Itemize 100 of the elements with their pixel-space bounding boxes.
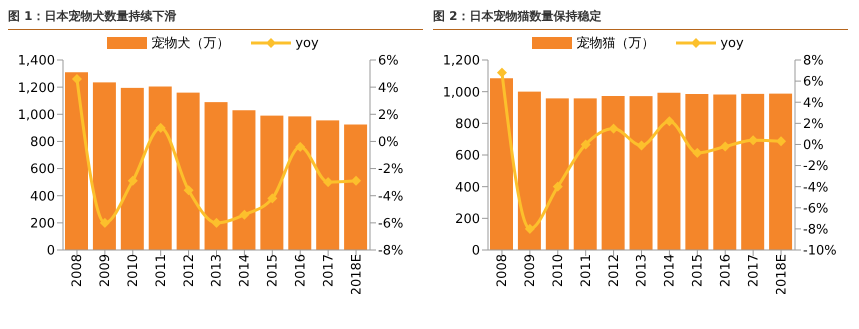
legend-label: yoy <box>720 36 744 50</box>
bar <box>260 116 284 250</box>
y-tick-label: 600 <box>455 148 480 164</box>
bar <box>176 92 200 250</box>
chart-title: 图 2：日本宠物猫数量保持稳定 <box>433 8 848 30</box>
point <box>323 177 334 188</box>
point <box>212 218 222 228</box>
x-tick-label: 2017 <box>746 254 762 288</box>
point <box>580 139 591 150</box>
point <box>156 122 166 133</box>
bar <box>204 102 228 250</box>
x-tick-label: 2017 <box>321 254 336 288</box>
point <box>776 136 786 146</box>
point <box>184 185 194 196</box>
y2-tick-label: -6% <box>803 201 828 216</box>
y2-tick-label: -8% <box>803 222 828 238</box>
bar <box>630 96 653 250</box>
y-tick-label: 1,200 <box>18 80 55 96</box>
bar <box>546 98 569 250</box>
bar <box>120 88 144 250</box>
y-tick-label: 400 <box>30 189 55 204</box>
legend-label: yoy <box>295 36 319 50</box>
bar <box>92 82 116 250</box>
bar <box>344 124 368 250</box>
chart-title: 图 1：日本宠物犬数量持续下滑 <box>8 8 423 30</box>
y2-tick-label: 6% <box>803 74 824 90</box>
y-tick-label: 400 <box>455 180 480 196</box>
y-tick-label: 1,200 <box>442 54 480 69</box>
x-tick-label: 2018E <box>349 254 364 296</box>
x-tick-label: 2015 <box>266 254 281 288</box>
bar <box>316 120 340 250</box>
x-tick-label: 2010 <box>551 254 566 288</box>
bar <box>232 110 256 250</box>
y2-tick-label: -4% <box>803 180 828 196</box>
x-tick-label: 2008 <box>70 254 86 288</box>
y2-tick-label: 0% <box>803 138 824 154</box>
y2-tick-label: -6% <box>378 216 404 232</box>
x-tick-label: 2012 <box>182 254 197 288</box>
x-tick-label: 2014 <box>662 254 678 288</box>
y-tick-label: 200 <box>30 216 55 232</box>
point <box>748 135 758 146</box>
x-tick-label: 2010 <box>126 254 142 288</box>
x-tick-label: 2008 <box>495 254 510 288</box>
bar <box>518 92 541 250</box>
x-tick-label: 2009 <box>98 254 114 288</box>
bar <box>65 72 88 250</box>
legend-label: 宠物犬（万） <box>151 35 230 52</box>
y2-tick-label: 2% <box>803 116 824 132</box>
point <box>351 176 362 186</box>
x-tick-label: 2011 <box>154 254 169 288</box>
y-tick-label: 600 <box>30 162 55 178</box>
bar <box>490 78 513 250</box>
x-tick-label: 2016 <box>718 254 734 288</box>
point <box>100 218 110 228</box>
bar <box>657 92 680 250</box>
y2-tick-label: -2% <box>378 162 404 178</box>
point <box>664 116 674 126</box>
point <box>239 210 250 220</box>
point <box>524 224 535 234</box>
point <box>552 182 563 192</box>
bar <box>148 86 172 250</box>
x-tick-label: 2018E <box>774 254 790 296</box>
y2-tick-label: 2% <box>378 108 399 123</box>
y-tick-label: 1,400 <box>18 54 55 69</box>
x-tick-label: 2009 <box>523 254 538 288</box>
point <box>295 142 306 152</box>
y-tick-label: 1,000 <box>442 85 480 100</box>
point <box>496 68 507 78</box>
bar <box>602 96 625 250</box>
point <box>692 148 702 158</box>
y2-tick-label: 4% <box>803 96 824 111</box>
y2-tick-label: -10% <box>803 244 837 259</box>
bar <box>769 94 792 250</box>
bar <box>574 98 597 250</box>
x-tick-label: 2013 <box>210 254 225 288</box>
y2-tick-label: 0% <box>378 135 399 150</box>
point <box>720 142 730 152</box>
point <box>267 193 278 204</box>
x-tick-label: 2013 <box>634 254 650 288</box>
point <box>72 74 82 84</box>
x-tick-label: 2015 <box>690 254 706 288</box>
y2-tick-label: -8% <box>378 244 404 259</box>
y2-tick-label: 6% <box>378 54 399 69</box>
x-tick-label: 2012 <box>606 254 622 288</box>
y-tick-label: 0 <box>472 244 480 259</box>
x-tick-label: 2011 <box>578 254 594 288</box>
y-tick-label: 1,000 <box>18 108 55 123</box>
bar <box>288 116 312 250</box>
point <box>128 176 138 186</box>
bar <box>713 94 736 250</box>
y2-tick-label: 8% <box>803 54 824 69</box>
y-tick-label: 800 <box>455 116 480 132</box>
point <box>636 140 646 150</box>
bar <box>685 94 708 250</box>
y-tick-label: 200 <box>455 212 480 227</box>
y2-tick-label: 4% <box>378 80 399 96</box>
y-tick-label: 800 <box>30 135 55 150</box>
y2-tick-label: -4% <box>378 189 404 204</box>
x-tick-label: 2016 <box>293 254 308 288</box>
y2-tick-label: -2% <box>803 159 828 174</box>
